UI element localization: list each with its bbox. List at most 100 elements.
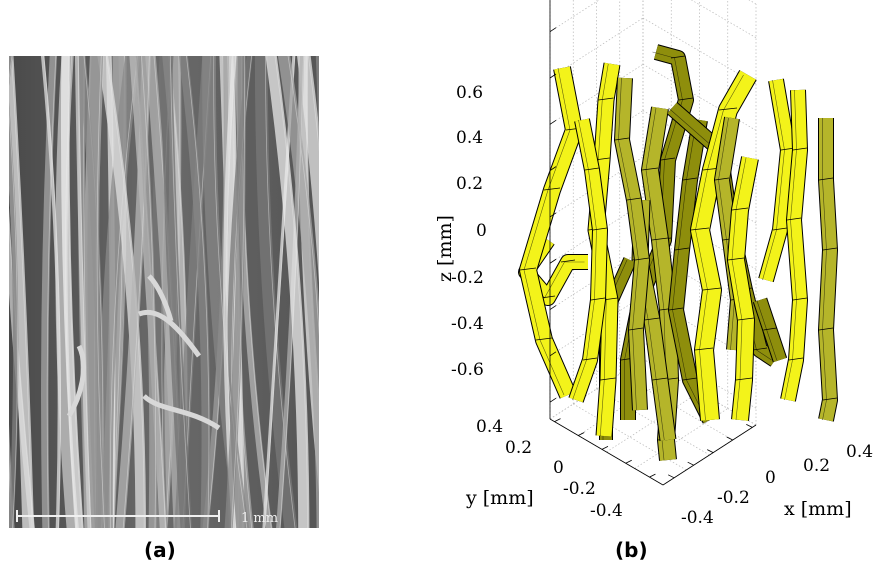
sem-fiber: [40, 56, 62, 528]
fiber-joint: [737, 317, 755, 321]
fiber-joint: [702, 287, 722, 291]
z-tick-neg0.2: -0.2: [451, 268, 484, 288]
fiber-3d-plot: 0.6 0.4 0.2 0 -0.2 -0.4 -0.6 0.4 0.2 0 -…: [434, 0, 873, 528]
sem-fiber: [74, 56, 92, 528]
fiber-joint: [731, 207, 749, 211]
sem-fiber: [97, 56, 146, 528]
fiber-facet-edge: [822, 118, 827, 421]
fiber-joint: [735, 377, 753, 381]
grid-line: [549, 0, 600, 32]
fiber-joint: [678, 97, 694, 101]
y-tick-0.4: 0.4: [476, 417, 503, 437]
fiber-joint: [818, 327, 834, 331]
grid-line: [596, 388, 710, 456]
fiber-joint: [641, 167, 659, 171]
axes: [549, 0, 757, 486]
fiber-facet-edge: [672, 119, 707, 421]
sem-fibers: [9, 56, 319, 528]
fiber-joint: [727, 257, 745, 261]
sem-fiber-highlight: [186, 56, 210, 528]
fiber: [569, 118, 607, 403]
z-tick-mark: [549, 27, 557, 33]
sem-fiber-highlight: [140, 56, 157, 528]
sem-fiber: [9, 56, 35, 528]
caption-b: (b): [615, 538, 648, 562]
scale-bar-label: 1 mm: [241, 511, 278, 526]
fiber-joint: [600, 377, 616, 381]
fiber-joint: [763, 327, 777, 331]
y-tick-mark: [625, 459, 632, 464]
fiber: [669, 118, 717, 424]
sem-fiber-highlight: [230, 56, 245, 528]
fiber-joint: [670, 55, 686, 59]
sem-fiber: [41, 56, 58, 528]
sem-fiber: [9, 101, 19, 528]
fiber-facet-edge: [784, 89, 797, 401]
z-tick-mark: [549, 73, 557, 79]
fiber-joint: [714, 177, 730, 181]
fiber-joint: [786, 217, 802, 221]
y-tick-mark: [601, 446, 609, 450]
fiber-joint: [651, 237, 669, 241]
sem-micrograph: 1 mm: [9, 56, 319, 528]
z-tick-mark: [549, 258, 557, 264]
x-tick-0.4: 0.4: [846, 442, 873, 462]
grid-line: [642, 17, 757, 85]
fiber-facet-edge: [756, 299, 778, 361]
x-tick-neg0.4: -0.4: [681, 508, 714, 528]
fiber-joint: [590, 297, 606, 301]
sem-fiber: [224, 56, 246, 528]
fiber: [759, 78, 795, 282]
z-tick-0.2: 0.2: [456, 174, 483, 194]
sem-fiber-highlight: [77, 56, 92, 528]
fiber-facet-edge: [523, 67, 571, 396]
fiber-joint: [818, 177, 834, 181]
fiber-joint: [822, 247, 838, 251]
y-tick-0: 0: [553, 458, 564, 478]
fiber-facet-edge: [618, 77, 639, 411]
sem-fiber-highlight: [274, 56, 308, 528]
z-tick-neg0.4: -0.4: [451, 314, 484, 334]
fiber-facet-edge: [731, 157, 747, 421]
sem-fiber: [60, 56, 84, 528]
fiber-facet-edge: [572, 119, 597, 401]
fiber-joint: [694, 347, 714, 351]
grid-line: [606, 391, 700, 453]
y-axis-label: y [mm]: [465, 487, 534, 509]
fiber-joint: [772, 227, 788, 231]
sem-fiber-curl: [147, 274, 174, 322]
fiber-facet-edge: [695, 74, 744, 421]
sem-fiber: [134, 56, 158, 528]
fiber: [753, 297, 787, 363]
fiber-joint: [792, 147, 808, 151]
fiber-joint: [682, 177, 698, 181]
fiber-joint: [592, 227, 608, 231]
z-tick-mark: [549, 212, 557, 218]
y-tick-mark: [554, 418, 561, 422]
sem-fiber-curl: [142, 394, 221, 431]
fiber-facet-edge: [718, 117, 735, 351]
sem-fiber-curl: [66, 344, 87, 418]
fiber-joint: [674, 247, 690, 251]
fiber-facet-edge: [762, 79, 785, 281]
grid-line: [549, 202, 644, 264]
z-tick-0.4: 0.4: [456, 128, 483, 148]
fiber: [728, 156, 758, 421]
sem-fiber: [277, 56, 319, 528]
fiber-joint: [535, 337, 553, 341]
sem-fiber-highlight: [122, 56, 150, 528]
fiber-joint: [822, 397, 838, 401]
sem-fiber-highlight: [43, 56, 61, 528]
fiber: [781, 89, 807, 402]
y-axis-line: [549, 418, 664, 486]
sem-fiber: [97, 56, 141, 528]
fiber-joint: [628, 327, 644, 331]
z-tick-mark: [549, 351, 557, 357]
fiber: [520, 66, 582, 399]
caption-a: (a): [144, 538, 176, 562]
fiber-joint: [682, 377, 698, 381]
fiber-joint: [690, 227, 710, 231]
fiber-joint: [752, 347, 768, 351]
grid-line: [549, 295, 644, 357]
z-tick-mark: [549, 166, 557, 171]
